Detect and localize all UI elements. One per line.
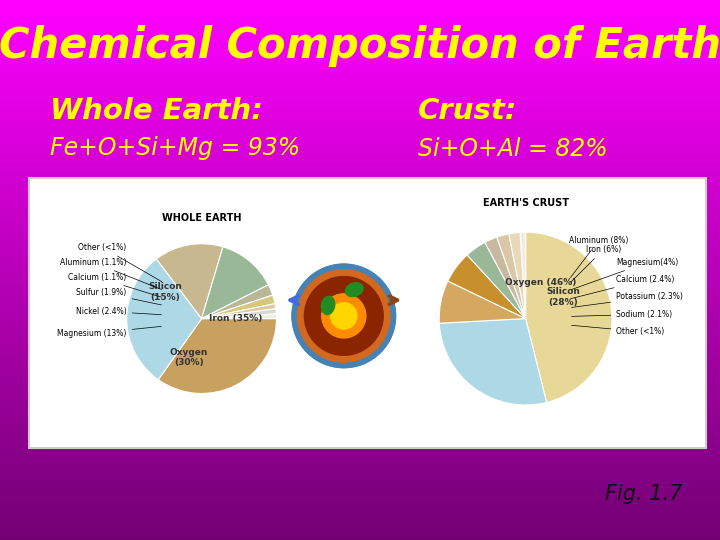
Text: Fe+O+Si+Mg = 93%: Fe+O+Si+Mg = 93%	[50, 137, 301, 160]
FancyBboxPatch shape	[29, 178, 706, 448]
Text: Fig. 1.7: Fig. 1.7	[605, 484, 682, 504]
Circle shape	[297, 269, 390, 362]
Wedge shape	[202, 314, 276, 319]
Text: Oxygen (46%): Oxygen (46%)	[505, 278, 577, 287]
Circle shape	[292, 264, 396, 368]
Wedge shape	[202, 303, 276, 319]
Text: Iron (35%): Iron (35%)	[209, 314, 262, 323]
Wedge shape	[448, 255, 526, 319]
Text: Aluminum (1.1%): Aluminum (1.1%)	[60, 258, 161, 289]
Ellipse shape	[346, 283, 363, 296]
Wedge shape	[485, 237, 526, 319]
Wedge shape	[156, 244, 223, 319]
Text: Aluminum (8%): Aluminum (8%)	[569, 237, 628, 278]
Text: Other (<1%): Other (<1%)	[78, 243, 162, 282]
Title: WHOLE EARTH: WHOLE EARTH	[162, 213, 241, 223]
Wedge shape	[526, 232, 612, 402]
Text: Sodium (2.1%): Sodium (2.1%)	[572, 310, 672, 319]
Wedge shape	[202, 295, 275, 319]
Wedge shape	[497, 234, 526, 319]
Text: Potassium (2.3%): Potassium (2.3%)	[572, 293, 683, 307]
Text: Magnesium(4%): Magnesium(4%)	[572, 258, 678, 289]
Wedge shape	[202, 309, 276, 319]
Wedge shape	[202, 285, 273, 319]
Text: Oxygen
(30%): Oxygen (30%)	[170, 348, 208, 367]
Text: Chemical Composition of Earth: Chemical Composition of Earth	[0, 25, 720, 67]
Text: Silicon
(28%): Silicon (28%)	[546, 287, 580, 307]
Wedge shape	[202, 247, 269, 319]
Text: Whole Earth:: Whole Earth:	[50, 97, 264, 125]
Text: Other (<1%): Other (<1%)	[572, 325, 665, 336]
Text: Nickel (2.4%): Nickel (2.4%)	[76, 307, 161, 315]
Text: Crust:: Crust:	[418, 97, 517, 125]
Wedge shape	[127, 259, 202, 380]
Text: Calcium (2.4%): Calcium (2.4%)	[572, 275, 675, 299]
Wedge shape	[509, 232, 526, 319]
Wedge shape	[467, 242, 526, 319]
Wedge shape	[158, 319, 276, 394]
Text: Si+O+Al = 82%: Si+O+Al = 82%	[418, 137, 608, 160]
Circle shape	[305, 276, 383, 355]
Circle shape	[322, 294, 366, 338]
Title: EARTH'S CRUST: EARTH'S CRUST	[482, 198, 569, 208]
Text: Iron (6%): Iron (6%)	[571, 245, 621, 282]
Text: Magnesium (13%): Magnesium (13%)	[58, 326, 161, 338]
Text: Silicon
(15%): Silicon (15%)	[148, 282, 182, 302]
Wedge shape	[439, 281, 526, 323]
Wedge shape	[439, 319, 546, 405]
Wedge shape	[520, 232, 526, 319]
Ellipse shape	[321, 296, 335, 314]
Text: Sulfur (1.9%): Sulfur (1.9%)	[76, 288, 161, 305]
Text: Calcium (1.1%): Calcium (1.1%)	[68, 273, 161, 297]
Circle shape	[330, 303, 357, 329]
